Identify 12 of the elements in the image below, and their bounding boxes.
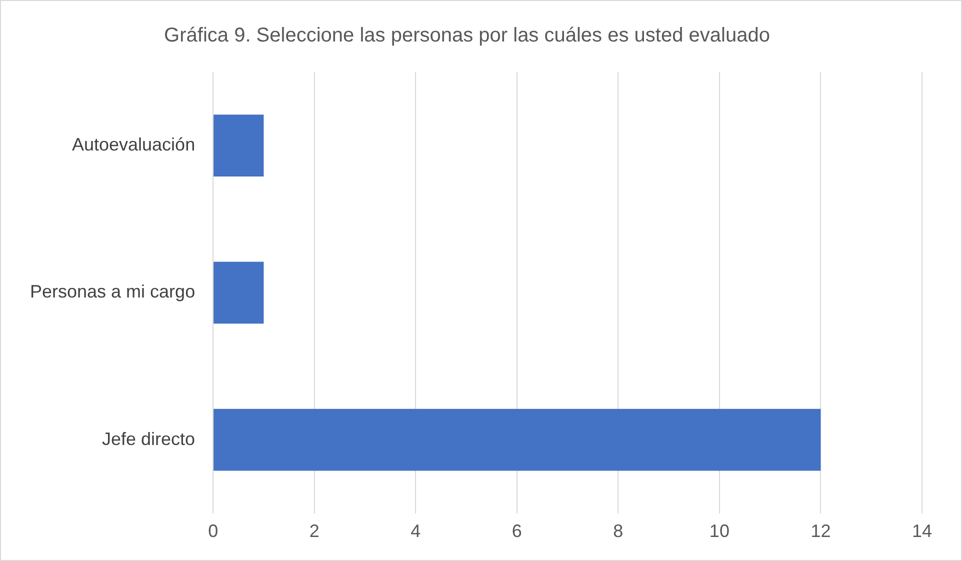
chart-title: Gráfica 9. Seleccione las personas por las cuáles es usted evaluado (164, 24, 770, 47)
x-tick-label: 0 (208, 521, 218, 542)
y-tick-label: Jefe directo (102, 428, 196, 449)
y-tick-label: Autoevaluación (72, 134, 196, 155)
x-tick-label: 12 (810, 521, 831, 542)
x-tick-label: 6 (512, 521, 522, 542)
x-tick-label: 14 (912, 521, 932, 542)
y-tick-label: Personas a mi cargo (30, 282, 196, 302)
x-tick-label: 8 (613, 521, 624, 542)
x-tick-label: 4 (410, 521, 421, 542)
x-tick-label: 2 (309, 521, 320, 542)
x-tick-label: 10 (709, 521, 730, 542)
